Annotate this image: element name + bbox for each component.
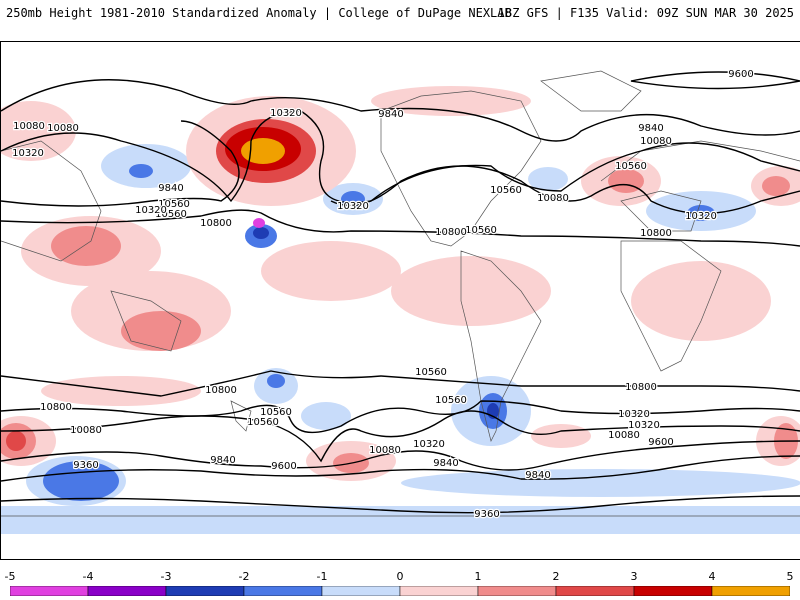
colorbar-tick-label: -1: [316, 570, 328, 583]
contour-label: 10080: [369, 445, 401, 456]
contour-label: 10560: [247, 417, 279, 428]
colorbar-tick-label: -4: [82, 570, 94, 583]
contour-label: 10080: [608, 430, 640, 441]
colorbar-tick-label: -5: [4, 570, 16, 583]
colorbar-segment: [321, 586, 401, 596]
contour-label: 10320: [413, 439, 445, 450]
colorbar-segment: [477, 586, 557, 596]
contour-label: 9600: [271, 461, 296, 472]
contour-labels: 9600100809840103209840105601008010800105…: [11, 68, 755, 522]
max-anomaly-core: [241, 138, 285, 164]
contour-label: 10560: [155, 209, 187, 220]
height-contours: [1, 71, 800, 514]
contour-label: 10080: [70, 425, 102, 436]
contour-label: 10560: [465, 225, 497, 236]
contour-label: 9840: [638, 123, 663, 134]
contour-label: 10320: [618, 409, 650, 420]
contour-label: 10320: [270, 108, 302, 119]
contour-label: 10080: [537, 193, 569, 204]
colorbar-segment: [633, 586, 713, 596]
contour-label: 10080: [47, 123, 79, 134]
colorbar-tick-label: -3: [160, 570, 172, 583]
contour-label: 9840: [378, 109, 403, 120]
contour-label: 9360: [474, 509, 499, 520]
contour-label: 10560: [490, 185, 522, 196]
contour-label: 10800: [200, 218, 232, 229]
contour-label: 10320: [337, 201, 369, 212]
colorbar-segment: [711, 586, 790, 596]
coastlines: [1, 70, 800, 517]
contour-label: 9840: [158, 183, 183, 194]
contour-label: 9360: [73, 460, 98, 471]
colorbar-segment: [555, 586, 635, 596]
colorbar-tick-label: 0: [396, 570, 404, 583]
model-run-info: 18Z GFS | F135 Valid: 09Z SUN MAR 30 202…: [497, 6, 794, 20]
colorbar-segment: [243, 586, 323, 596]
contour-label: 10080: [640, 136, 672, 147]
colorbar-tick-label: -2: [238, 570, 250, 583]
colorbar-tick-label: 2: [552, 570, 560, 583]
map-title: 250mb Height 1981-2010 Standardized Anom…: [6, 6, 512, 20]
positive-anomaly-areas: [1, 86, 800, 481]
contour-label: 10080: [13, 121, 45, 132]
contour-label: 10560: [415, 367, 447, 378]
contour-label: 9840: [433, 458, 458, 469]
colorbar-legend: -5 -4 -3 -2 -1 0 1 2 3 4 5: [5, 570, 794, 600]
anomaly-map: 9600 10080 9840 10320 9840 10560 10080 10800 105…: [0, 41, 800, 560]
colorbar-segment: [10, 586, 89, 596]
contour-label: 10800: [205, 385, 237, 396]
contour-label: 10320: [135, 205, 167, 216]
contour-label: 10800: [40, 402, 72, 413]
contour-label: 9600: [648, 437, 673, 448]
contour-label: 10800: [435, 227, 467, 238]
contour-label: 10800: [625, 382, 657, 393]
contour-label: 10320: [12, 148, 44, 159]
colorbar-segment: [399, 586, 479, 596]
contour-label: 10800: [640, 228, 672, 239]
colorbar-tick-label: 5: [786, 570, 794, 583]
contour-label: 10560: [615, 161, 647, 172]
contour-label: 10320: [685, 211, 717, 222]
contour-label: 10560: [435, 395, 467, 406]
contour-label: 9600: [728, 69, 753, 80]
contour-label: 9840: [525, 470, 550, 481]
colorbar-segment: [165, 586, 245, 596]
colorbar-tick-label: 4: [708, 570, 716, 583]
colorbar-tick-label: 3: [630, 570, 638, 583]
contour-label: 10320: [628, 420, 660, 431]
colorbar-gradient: [10, 586, 790, 596]
colorbar-tick-label: 1: [474, 570, 482, 583]
contour-label: 10560: [158, 199, 190, 210]
min-anomaly-core: [253, 218, 265, 228]
contour-label: 9840: [210, 455, 235, 466]
colorbar-segment: [87, 586, 167, 596]
contour-label: 10560: [260, 407, 292, 418]
